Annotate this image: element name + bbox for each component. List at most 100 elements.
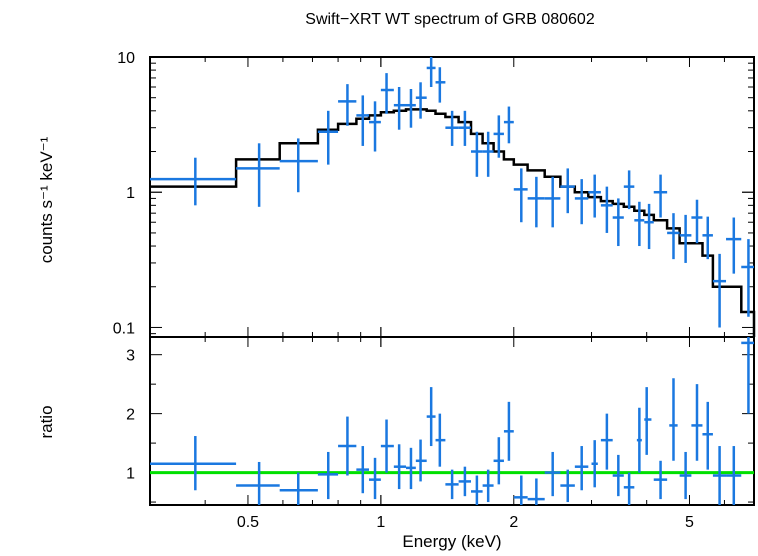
bottom-x-ticks: 0.5 1 2 5 — [149, 337, 755, 531]
ratio-point — [669, 378, 678, 461]
top-x-ticks — [149, 57, 755, 337]
spectrum-point — [560, 168, 575, 214]
top-panel: 0.1 1 10 — [113, 50, 756, 338]
spectrum-point — [653, 174, 668, 218]
x-tick-label: 1 — [376, 514, 385, 531]
ratio-point — [458, 466, 471, 497]
ratio-point — [426, 387, 436, 447]
spectrum-point — [470, 131, 483, 177]
model-step-line — [150, 108, 756, 337]
ratio-point — [623, 472, 635, 505]
bottom-y-axis-label: ratio — [37, 405, 56, 438]
spectrum-point — [458, 110, 471, 146]
spectrum-point — [544, 176, 561, 228]
x-tick-label: 5 — [685, 514, 694, 531]
ratio-point — [741, 337, 754, 414]
spectrum-point — [679, 214, 692, 263]
ratio-point — [644, 387, 652, 455]
bottom-panel-frame — [149, 336, 755, 506]
ratio-point — [712, 446, 727, 505]
spectrum-point — [279, 138, 318, 193]
ratio-point — [600, 413, 613, 470]
spectrum-point — [623, 170, 635, 210]
ratio-point — [591, 440, 598, 488]
spectrum-point — [503, 106, 514, 144]
spectrum-point — [426, 57, 436, 88]
bottom-y-ticks: 1 2 3 — [126, 348, 754, 503]
spectrum-point — [574, 179, 589, 225]
y-tick-label: 10 — [117, 50, 135, 67]
spectrum-point — [369, 101, 381, 152]
x-axis-label: Energy (keV) — [402, 532, 501, 551]
ratio-point — [527, 478, 545, 505]
spectrum-point — [435, 67, 446, 103]
ratio-point — [702, 401, 713, 470]
spectrum-point — [356, 95, 370, 146]
ratio-point — [356, 446, 370, 494]
spectrum-point — [702, 216, 713, 260]
spectrum-point — [600, 186, 613, 233]
ratio-point — [493, 437, 504, 485]
ratio-point — [726, 446, 742, 505]
ratio-point — [691, 384, 703, 461]
ratio-data-points — [150, 337, 754, 505]
spectrum-point — [691, 199, 703, 244]
ratio-point — [380, 419, 394, 473]
y-tick-label: 2 — [126, 407, 135, 424]
spectrum-point — [393, 87, 406, 130]
spectrum-point — [741, 239, 754, 317]
spectrum-point — [236, 143, 280, 207]
spectrum-point — [338, 84, 357, 126]
chart-title: Swift−XRT WT spectrum of GRB 080602 — [305, 11, 595, 28]
ratio-point — [435, 413, 446, 467]
spectrum-point — [726, 217, 742, 274]
ratio-point — [317, 451, 339, 500]
ratio-point — [679, 451, 692, 500]
spectrum-point — [588, 174, 601, 218]
ratio-point — [560, 469, 575, 503]
spectrum-point — [150, 157, 237, 206]
bottom-panel: 0.5 1 2 5 1 2 3 — [126, 336, 755, 531]
y-tick-label: 3 — [126, 348, 135, 365]
x-tick-label: 2 — [509, 514, 518, 531]
spectrum-point — [513, 168, 528, 223]
x-tick-label: 0.5 — [237, 514, 259, 531]
y-tick-label: 1 — [126, 185, 135, 202]
y-tick-label: 0.1 — [113, 320, 135, 337]
ratio-point — [513, 475, 528, 505]
ratio-point — [636, 407, 642, 473]
spectrum-point — [644, 203, 654, 250]
top-y-axis-label: counts s⁻¹ keV⁻¹ — [37, 136, 56, 263]
ratio-point — [503, 401, 514, 461]
spectrum-point — [612, 198, 624, 247]
spectrum-point — [493, 115, 504, 158]
ratio-point — [470, 475, 483, 505]
spectrum-point — [667, 213, 680, 260]
spectrum-point — [527, 176, 545, 228]
spectrum-point — [634, 201, 645, 247]
ratio-point — [338, 416, 357, 476]
top-y-ticks: 0.1 1 10 — [113, 50, 754, 337]
y-tick-label: 1 — [126, 466, 135, 483]
ratio-point — [236, 461, 280, 505]
spectrum-point — [405, 88, 416, 128]
spectrum-point — [445, 110, 459, 146]
ratio-point — [574, 446, 589, 491]
ratio-point — [415, 439, 427, 482]
spectrum-point — [317, 110, 339, 165]
ratio-point — [445, 469, 459, 500]
ratio-point — [393, 444, 406, 490]
spectrum-point — [415, 82, 427, 119]
ratio-point — [544, 451, 561, 497]
spectrum-point — [482, 131, 494, 177]
ratio-point — [369, 457, 381, 500]
spectrum-point — [380, 73, 394, 114]
ratio-point — [405, 447, 416, 490]
spectrum-data-points — [150, 57, 754, 328]
spectrum-point — [712, 253, 727, 328]
ratio-point — [150, 436, 237, 491]
model-curve — [150, 108, 756, 337]
ratio-point — [482, 469, 494, 503]
top-panel-frame — [149, 56, 755, 338]
ratio-point — [653, 460, 668, 500]
